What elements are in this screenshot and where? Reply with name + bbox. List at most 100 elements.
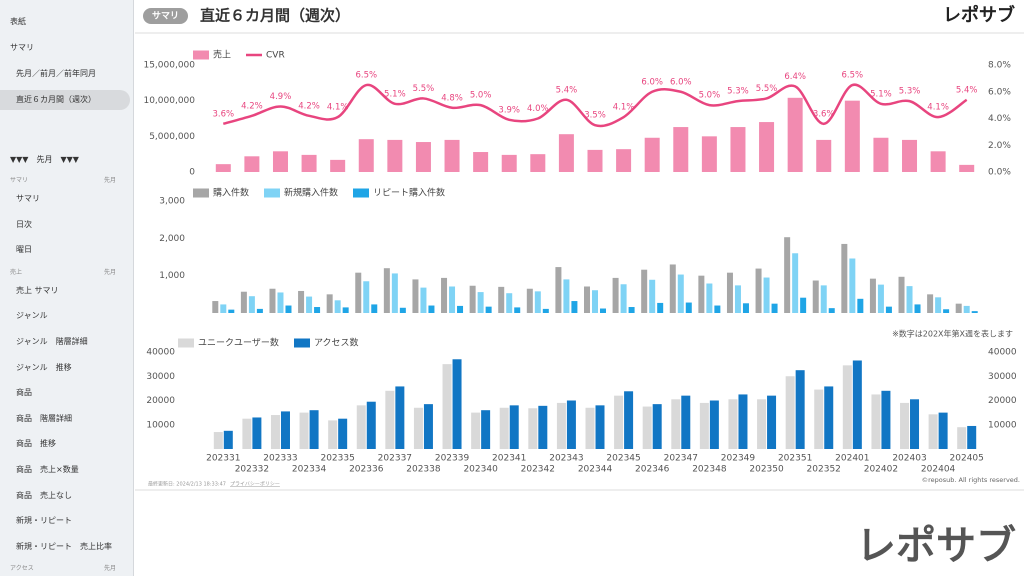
label: 商品 売上×数量 — [16, 465, 79, 474]
bar — [538, 405, 548, 449]
data-label: 4.1% — [327, 103, 349, 113]
bar — [955, 303, 962, 313]
bar — [728, 399, 738, 449]
sidebar-item[interactable]: 商品 推移 — [0, 434, 128, 454]
updated: 最終更新日: 2024/2/13 18:33:47 — [148, 481, 226, 488]
bar — [242, 418, 252, 449]
bar — [828, 308, 835, 313]
bar — [595, 405, 605, 449]
bar — [444, 139, 460, 172]
bar — [844, 100, 860, 172]
sidebar-item[interactable]: 商品 — [0, 383, 128, 403]
bar — [223, 430, 233, 449]
x-tick-label: 202401 — [835, 454, 869, 464]
sidebar-item[interactable]: 表紙 — [0, 12, 128, 32]
sidebar-item[interactable]: 商品 売上×数量 — [0, 460, 128, 480]
bar — [957, 427, 967, 449]
legend-label: リピート購入件数 — [373, 187, 445, 199]
bar — [449, 286, 456, 313]
bar — [220, 304, 227, 313]
bar — [841, 243, 848, 313]
y-tick-label: 8.0% — [988, 61, 1011, 71]
sidebar-item[interactable]: サマリ — [0, 38, 128, 58]
x-tick-label: 202403 — [892, 454, 926, 464]
label: 商品 — [16, 388, 32, 398]
sidebar-item[interactable]: ジャンル 階層詳細 — [0, 332, 128, 352]
data-label: 5.1% — [870, 89, 892, 99]
label: アクセス — [10, 565, 34, 573]
bar — [963, 305, 970, 313]
bar — [280, 411, 290, 449]
bar — [509, 405, 519, 449]
bar — [620, 284, 627, 313]
bar — [240, 291, 247, 313]
x-tick-label: 202335 — [320, 454, 354, 464]
x-tick-label: 202350 — [749, 465, 784, 475]
bar — [277, 292, 284, 313]
data-label: 5.0% — [699, 91, 721, 101]
bar — [471, 412, 481, 449]
sidebar-item[interactable]: 商品 階層詳細 — [0, 409, 128, 429]
bar — [795, 370, 805, 449]
bar — [420, 287, 427, 313]
y-tick-label: 2,000 — [159, 234, 185, 244]
y-tick-label: 20000 — [146, 396, 175, 406]
sidebar-item[interactable]: 直近６カ月間（週次） — [0, 90, 130, 110]
bar — [248, 296, 255, 313]
bar — [814, 389, 824, 449]
x-tick-label: 202349 — [721, 454, 756, 464]
sidebar-item[interactable]: 曜日 — [0, 240, 128, 260]
bar — [755, 268, 762, 313]
logo: レポサブ — [943, 4, 1015, 26]
bar — [342, 307, 349, 313]
legend-label: 購入件数 — [213, 187, 249, 199]
sidebar-group: 売上 先月 — [0, 268, 128, 278]
bar — [566, 400, 576, 449]
bar — [898, 276, 905, 313]
sidebar-item[interactable]: ジャンル 推移 — [0, 358, 128, 378]
bar — [685, 302, 692, 313]
bar — [698, 275, 705, 313]
bar — [885, 306, 892, 313]
privacy-link[interactable]: プライバシーポリシー — [230, 481, 280, 488]
data-label: 5.3% — [899, 87, 921, 97]
sidebar-item[interactable]: 新規・リピート — [0, 511, 128, 531]
sidebar: 表紙 サマリ 先月／前月／前年同月 直近６カ月間（週次） ▼▼▼ 先月 ▼▼▼ サマリ 先月… — [0, 0, 134, 576]
label: 商品 階層詳細 — [16, 413, 72, 423]
sidebar-item[interactable]: 日次 — [0, 215, 128, 235]
sidebar-item[interactable]: サマリ — [0, 189, 128, 209]
sidebar-item[interactable]: ジャンル — [0, 306, 128, 326]
bar — [624, 391, 634, 449]
label: ジャンル 推移 — [16, 362, 72, 372]
bar — [555, 267, 562, 313]
y-tick-label: 30000 — [988, 372, 1017, 382]
bar — [334, 300, 341, 313]
legend-swatch — [193, 188, 209, 198]
bar — [877, 284, 884, 313]
sidebar-item[interactable]: ▼▼▼ 先月 ▼▼▼ — [0, 150, 128, 170]
sidebar-item[interactable]: 先月／前月／前年同月 — [0, 64, 128, 84]
period: 先月 — [103, 565, 116, 573]
y-tick-label: 20000 — [988, 396, 1017, 406]
bar — [244, 156, 260, 172]
sidebar-item[interactable]: 売上 サマリ — [0, 281, 128, 301]
label: 売上 サマリ — [16, 285, 59, 295]
bar — [528, 408, 538, 449]
copyright: ©reposub. All rights reserved. — [922, 476, 1020, 484]
y-tick-label: 10000 — [146, 420, 175, 430]
x-tick-label: 202352 — [807, 465, 841, 475]
data-label: 4.2% — [241, 101, 263, 111]
sidebar-item[interactable]: 商品 売上なし — [0, 486, 128, 506]
data-label: 6.0% — [670, 77, 692, 87]
bar — [971, 311, 978, 313]
bar — [824, 386, 834, 449]
bar — [706, 283, 713, 313]
bar — [938, 412, 948, 449]
bar — [959, 164, 975, 172]
sidebar-group: サマリ 先月 — [0, 176, 128, 186]
sidebar-item[interactable]: 新規・リピート 売上比率 — [0, 537, 128, 557]
bar — [395, 386, 405, 449]
data-label: 5.1% — [384, 89, 406, 99]
bar — [366, 401, 376, 449]
